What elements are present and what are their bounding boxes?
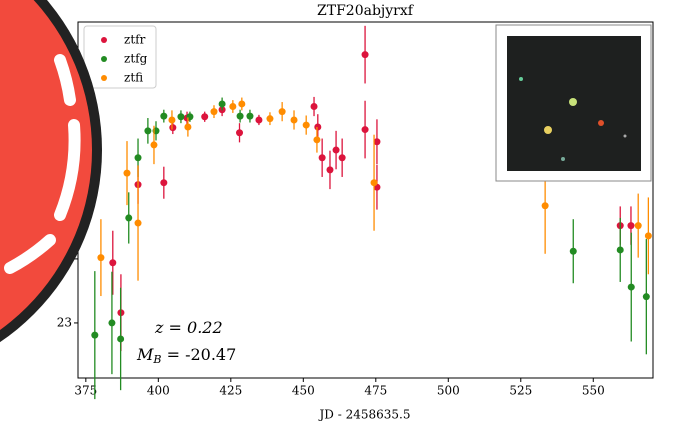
data-point xyxy=(373,138,381,146)
data-point xyxy=(210,108,218,116)
data-point xyxy=(134,219,142,227)
data-point xyxy=(290,116,298,124)
data-point xyxy=(134,154,142,162)
data-point xyxy=(634,222,642,230)
inset-image xyxy=(495,24,652,182)
data-point xyxy=(169,124,177,132)
x-tick-label: 500 xyxy=(437,384,460,398)
legend-marker xyxy=(101,37,107,43)
data-point xyxy=(569,247,577,255)
annotation: MB = -20.47 xyxy=(136,345,236,367)
x-tick-label: 425 xyxy=(219,384,242,398)
data-point xyxy=(160,112,168,120)
data-point xyxy=(627,222,635,230)
data-point xyxy=(236,112,244,120)
data-point xyxy=(184,123,192,131)
x-tick-label: 550 xyxy=(582,384,605,398)
data-point xyxy=(302,121,310,129)
data-point xyxy=(97,254,105,262)
data-point xyxy=(236,129,244,137)
data-point xyxy=(310,103,318,111)
data-point xyxy=(150,141,158,149)
data-point xyxy=(361,51,369,59)
data-point xyxy=(318,154,326,162)
overlay-icon xyxy=(0,0,102,343)
data-point xyxy=(168,116,176,124)
data-point xyxy=(160,179,168,187)
data-point xyxy=(91,331,99,339)
x-tick-label: 450 xyxy=(292,384,315,398)
x-tick-label: 525 xyxy=(509,384,532,398)
data-point xyxy=(201,113,209,121)
chart-title: ZTF20abjyrxf xyxy=(317,3,415,19)
data-point xyxy=(314,123,322,131)
legend-marker xyxy=(101,56,107,62)
data-point xyxy=(229,103,237,111)
legend-label: ztfi xyxy=(124,71,143,85)
data-point xyxy=(123,169,131,177)
x-tick-label: 375 xyxy=(74,384,97,398)
data-point xyxy=(177,113,185,121)
y-tick-label: 23 xyxy=(57,315,72,329)
annotation: z = 0.22 xyxy=(154,318,223,337)
data-point xyxy=(266,115,274,123)
data-point xyxy=(370,179,378,187)
data-point xyxy=(246,112,254,120)
data-point xyxy=(125,214,133,222)
data-point xyxy=(642,293,650,301)
data-point xyxy=(238,100,246,108)
data-point xyxy=(255,116,263,124)
data-point xyxy=(361,126,369,134)
data-point xyxy=(144,127,152,135)
data-point xyxy=(644,232,652,240)
data-point xyxy=(313,136,321,144)
legend-marker xyxy=(101,75,107,81)
x-tick-label: 475 xyxy=(364,384,387,398)
data-point xyxy=(109,259,117,267)
data-point xyxy=(541,202,549,210)
data-point xyxy=(278,108,286,116)
data-point xyxy=(117,335,125,343)
data-point xyxy=(326,166,334,174)
x-axis-label: JD - 2458635.5 xyxy=(317,408,410,422)
data-point xyxy=(108,319,116,327)
data-point xyxy=(627,283,635,291)
legend: ztfr ztfg ztfi xyxy=(83,25,157,89)
legend-label: ztfg xyxy=(124,52,148,66)
data-point xyxy=(616,246,624,254)
x-tick-label: 400 xyxy=(147,384,170,398)
data-point xyxy=(218,100,226,108)
data-point xyxy=(338,154,346,162)
data-point xyxy=(332,146,340,154)
legend-label: ztfr xyxy=(124,33,146,47)
